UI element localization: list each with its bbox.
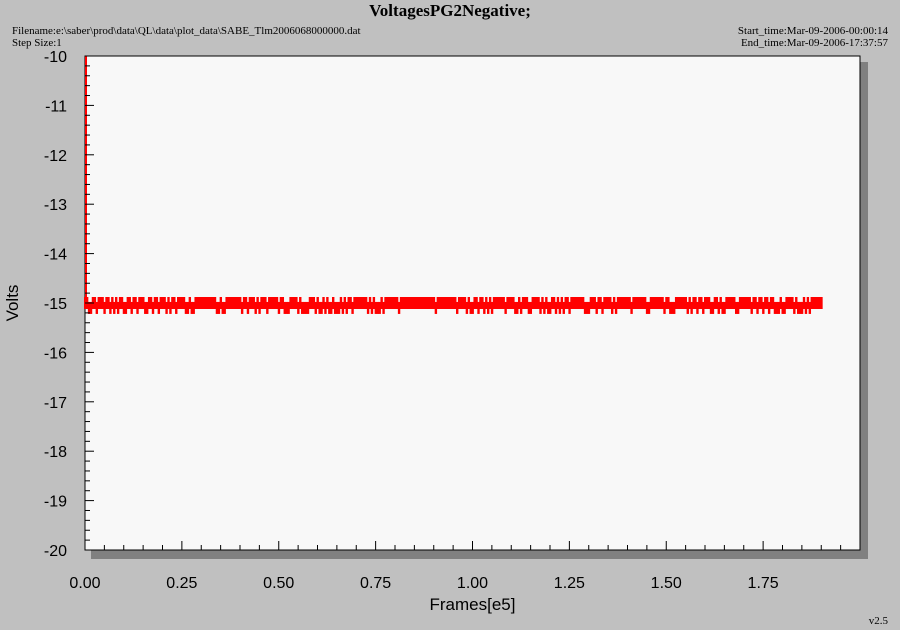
x-tick-label: 0.50 bbox=[263, 575, 294, 592]
x-axis-title: Frames[e5] bbox=[430, 595, 516, 614]
y-tick-label: -11 bbox=[45, 98, 67, 115]
y-tick-label: -20 bbox=[44, 543, 67, 560]
y-tick-label: -16 bbox=[44, 345, 67, 362]
x-tick-label: 1.75 bbox=[748, 575, 779, 592]
y-tick-label: -10 bbox=[44, 49, 67, 66]
file-info: Filename:e:\saber\prod\data\QL\data\plot… bbox=[12, 25, 361, 49]
version-label: v2.5 bbox=[868, 615, 888, 627]
y-tick-label: -17 bbox=[44, 395, 67, 412]
y-tick-label: -19 bbox=[44, 494, 67, 511]
data-point bbox=[820, 297, 823, 309]
x-tick-label: 0.00 bbox=[69, 575, 100, 592]
x-tick-label: 0.75 bbox=[360, 575, 391, 592]
y-tick-label: -18 bbox=[44, 444, 67, 461]
start-time-label: Start_time:Mar-09-2006-00:00:14 bbox=[737, 25, 888, 37]
end-time-label: End_time:Mar-09-2006-17:37:57 bbox=[740, 37, 888, 49]
time-info: Start_time:Mar-09-2006-00:00:14 End_time… bbox=[738, 25, 888, 49]
y-tick-label: -15 bbox=[44, 296, 67, 313]
axis-layer: -10 -11 -12 -13 -14 -15 -16 -17 -18 -19 -200.00 0.2… bbox=[44, 49, 842, 592]
x-tick-label: 0.25 bbox=[166, 575, 197, 592]
x-tick-label: 1.50 bbox=[651, 575, 682, 592]
y-axis-title: Volts bbox=[3, 285, 22, 322]
x-tick-label: 1.25 bbox=[554, 575, 585, 592]
x-tick-label: 1.00 bbox=[457, 575, 488, 592]
filename-label: Filename:e:\saber\prod\data\QL\data\plot… bbox=[12, 25, 361, 37]
chart-title: VoltagesPG2Negative; bbox=[369, 1, 531, 20]
y-tick-label: -14 bbox=[44, 247, 67, 264]
y-tick-label: -12 bbox=[44, 148, 67, 165]
y-tick-label: -13 bbox=[44, 197, 67, 214]
data-layer bbox=[84, 56, 823, 314]
step-size-label: Step Size:1 bbox=[12, 37, 62, 49]
